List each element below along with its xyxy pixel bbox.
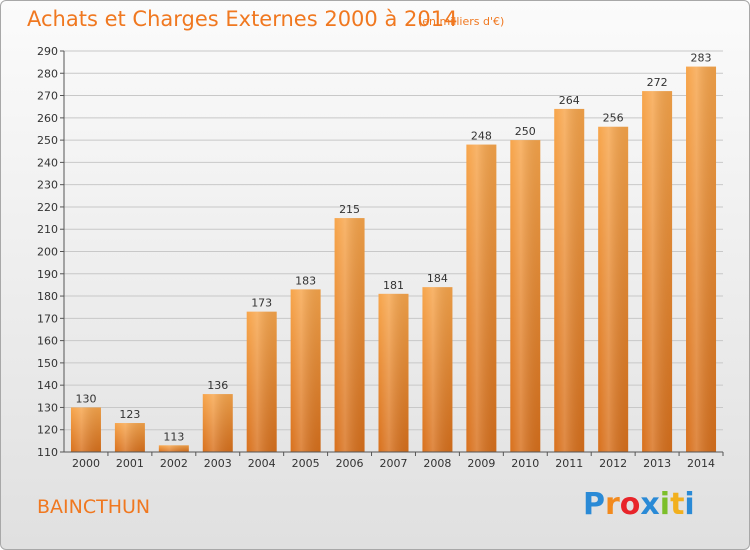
bar-2011: 264 [554,94,585,452]
proxiti-logo: Proxiti [583,487,695,522]
bar-shine [158,445,189,452]
y-tick-label: 290 [37,45,58,58]
bar-shine [290,289,321,452]
bar-2005: 183 [290,274,321,452]
bar-2006: 215 [334,203,365,452]
bar-value-label: 130 [75,392,96,405]
bar-value-label: 113 [163,430,184,443]
x-axis-ticks: 2000 2001 2002 2003 2004 2005 2006 2007 2008 2009… [72,452,724,470]
x-tick-label: 2012 [599,457,627,470]
chart-title: Achats et Charges Externes 2000 à 2014 [27,7,458,31]
bar-value-label: 264 [559,94,580,107]
bar-shine [466,144,497,453]
bar-2014: 283 [686,52,717,452]
y-tick-label: 110 [37,446,58,459]
bar-shine [70,407,101,452]
logo-letter: i [684,487,695,522]
bar-value-label: 248 [471,130,492,143]
bar-shine [334,218,365,452]
logo-letter: t [670,487,685,522]
bar-value-label: 181 [383,279,404,292]
axes [63,51,723,453]
y-tick-label: 240 [37,156,58,169]
bar-shine [202,394,233,452]
y-tick-label: 270 [37,90,58,103]
x-tick-label: 2002 [160,457,188,470]
bar-shine [422,287,453,452]
logo-letter: i [659,487,671,522]
bar-2008: 184 [422,272,453,452]
bar-value-label: 272 [647,76,668,89]
y-tick-label: 130 [37,401,58,414]
x-tick-label: 2005 [292,457,320,470]
x-tick-label: 2000 [72,457,100,470]
y-tick-label: 190 [37,268,58,281]
y-tick-label: 180 [37,290,58,303]
bar-value-label: 184 [427,272,448,285]
y-tick-label: 160 [37,335,58,348]
bar-2013: 272 [642,76,673,452]
bars: 130 123 113 136 173 183 215 181 184 248 250 264 256 2… [70,52,717,453]
bar-shine [554,108,585,452]
chart-subtitle: (en milliers d'€) [418,15,505,28]
bar-2004: 173 [246,297,277,452]
bar-value-label: 250 [515,125,536,138]
x-tick-label: 2013 [643,457,671,470]
x-tick-label: 2001 [116,457,144,470]
x-tick-label: 2009 [467,457,495,470]
bar-2003: 136 [202,379,233,452]
x-tick-label: 2003 [204,457,232,470]
y-tick-label: 250 [37,134,58,147]
bar-shine [642,91,673,452]
logo-letter: o [619,487,641,522]
x-tick-label: 2011 [555,457,583,470]
bar-value-label: 123 [119,408,140,421]
x-tick-label: 2006 [336,457,364,470]
bar-shine [378,293,409,452]
y-tick-label: 120 [37,424,58,437]
bar-2010: 250 [510,125,541,452]
y-tick-label: 210 [37,223,58,236]
y-axis-ticks: 110 120 130 140 150 160 170 180 190 200 210 220 230 2… [37,45,64,459]
x-tick-label: 2014 [687,457,715,470]
y-tick-label: 140 [37,379,58,392]
x-tick-label: 2004 [248,457,276,470]
bar-2009: 248 [466,130,497,453]
y-tick-label: 220 [37,201,58,214]
bar-2007: 181 [378,279,409,452]
bar-shine [114,423,145,452]
y-tick-label: 280 [37,67,58,80]
y-tick-label: 150 [37,357,58,370]
bar-shine [686,66,717,452]
logo-letter: x [640,487,660,522]
bar-shine [598,126,629,452]
bar-2012: 256 [598,112,629,452]
bar-2002: 113 [158,430,189,452]
y-tick-label: 230 [37,179,58,192]
bar-value-label: 215 [339,203,360,216]
logo-letter: r [605,487,620,522]
y-tick-label: 260 [37,112,58,125]
x-tick-label: 2007 [380,457,408,470]
bar-value-label: 173 [251,297,272,310]
x-tick-label: 2010 [511,457,539,470]
commune-name: BAINCTHUN [37,496,151,518]
x-tick-label: 2008 [423,457,451,470]
bar-shine [246,311,277,452]
bar-2000: 130 [70,392,101,452]
bar-value-label: 283 [691,52,712,65]
logo-letter: P [583,487,605,522]
bar-value-label: 136 [207,379,228,392]
bar-value-label: 183 [295,274,316,287]
bar-2001: 123 [114,408,145,452]
bar-shine [510,140,541,452]
y-tick-label: 200 [37,246,58,259]
bar-value-label: 256 [603,112,624,125]
y-tick-label: 170 [37,312,58,325]
